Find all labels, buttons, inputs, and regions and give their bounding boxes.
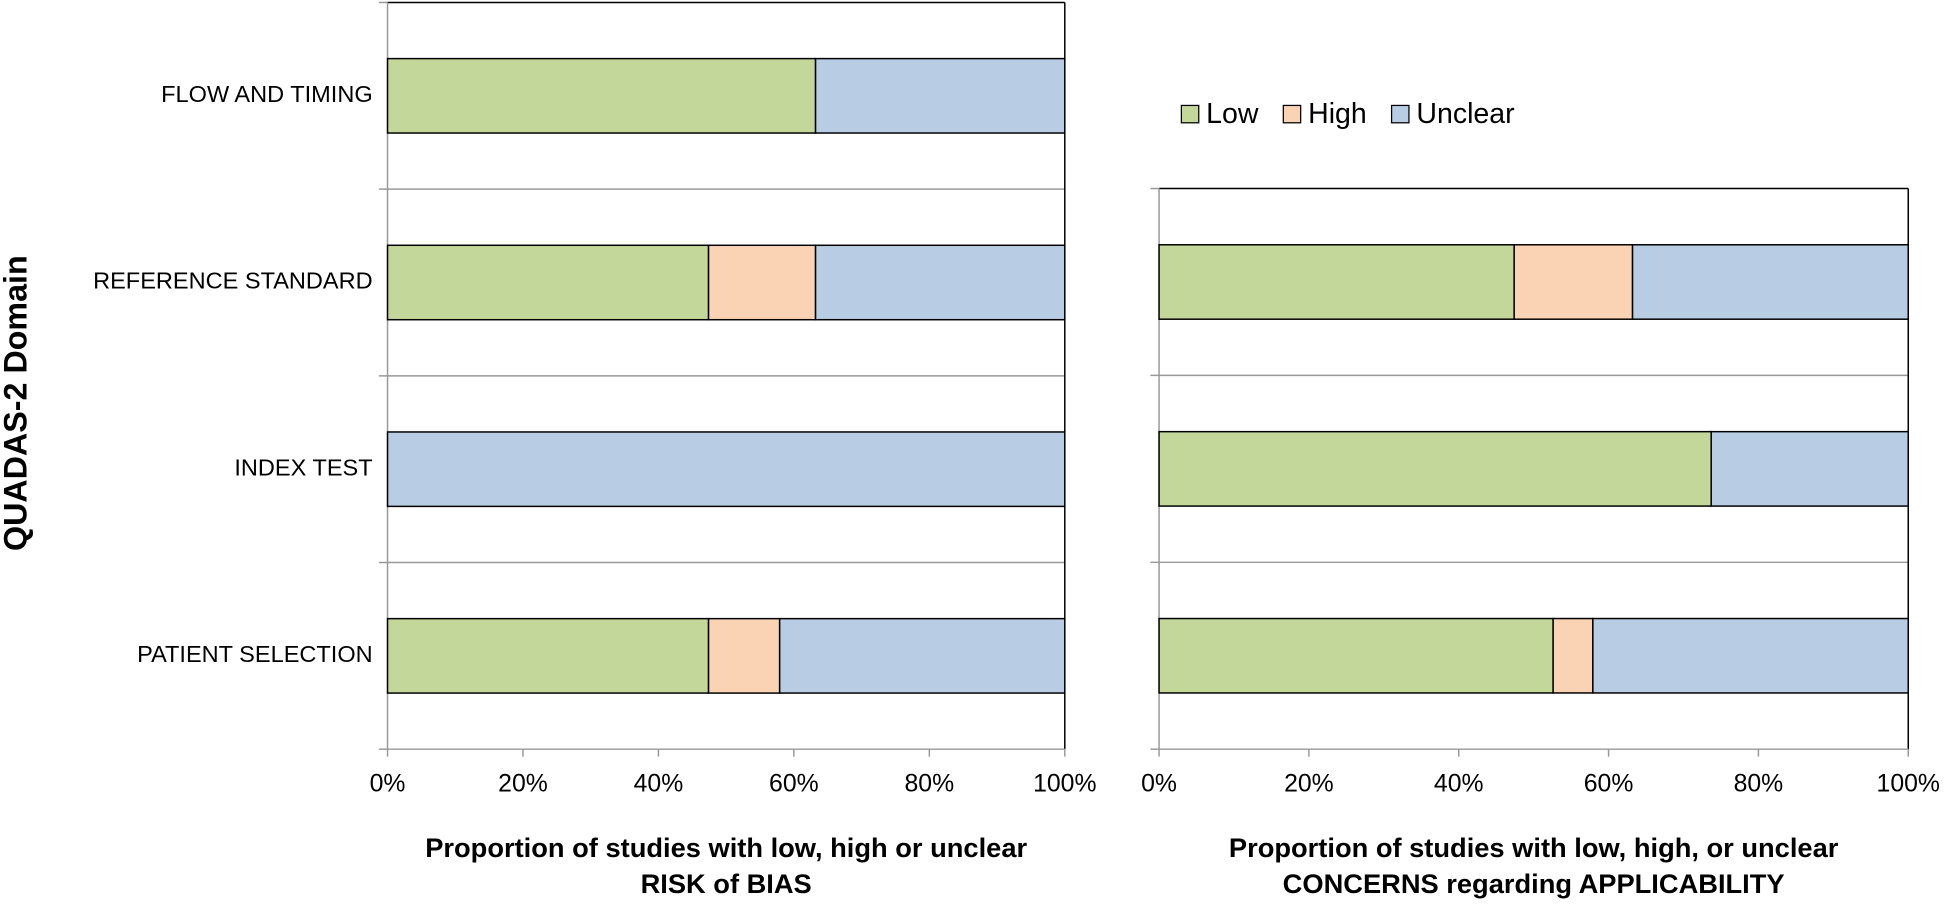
- bar-segment: [1158, 617, 1554, 694]
- bar-segment: [386, 57, 817, 134]
- bar-segment: [1710, 430, 1909, 507]
- bar-segment: [707, 617, 781, 694]
- x-tick-label: 80%: [905, 771, 955, 798]
- x-tick-label: 80%: [1734, 771, 1784, 798]
- legend-swatch: [1282, 104, 1302, 124]
- bar-segment: [1631, 244, 1909, 320]
- legend-label: High: [1308, 98, 1367, 130]
- x-tick-label: 60%: [1584, 771, 1634, 798]
- x-tick-label: 20%: [1284, 771, 1334, 798]
- x-tick-label: 0%: [1141, 771, 1177, 798]
- legend-swatch: [1180, 104, 1200, 124]
- bar-segment: [1513, 244, 1634, 320]
- bar-segment: [1552, 617, 1594, 694]
- x-tick-label: 100%: [1877, 771, 1940, 798]
- x-tick-label: 20%: [498, 771, 548, 798]
- legend-label: Low: [1206, 98, 1259, 130]
- x-tick-label: 0%: [370, 771, 406, 798]
- bar-segment: [1592, 617, 1909, 694]
- category-label: FLOW AND TIMING: [161, 81, 372, 107]
- bar-segment: [386, 244, 710, 321]
- y-axis-label: QUADAS-2 Domain: [0, 255, 33, 551]
- x-axis-label: Proportion of studies with low, high or …: [425, 832, 1027, 863]
- x-axis-label: RISK of BIAS: [641, 868, 812, 899]
- bar-segment: [707, 244, 817, 321]
- legend-label: Unclear: [1416, 98, 1515, 130]
- legend-swatch: [1390, 104, 1410, 124]
- x-tick-label: 40%: [1434, 771, 1484, 798]
- x-tick-label: 60%: [769, 771, 819, 798]
- category-label: REFERENCE STANDARD: [93, 268, 373, 294]
- x-tick-label: 100%: [1033, 771, 1096, 798]
- category-label: INDEX TEST: [234, 454, 372, 480]
- bar-segment: [814, 57, 1066, 134]
- category-label: PATIENT SELECTION: [137, 641, 373, 667]
- bar-segment: [1158, 244, 1515, 320]
- bar-segment: [386, 617, 710, 694]
- x-axis-label: CONCERNS regarding APPLICABILITY: [1283, 868, 1785, 899]
- bar-segment: [1158, 430, 1712, 507]
- bar-segment: [778, 617, 1066, 694]
- x-tick-label: 40%: [634, 771, 684, 798]
- bar-segment: [386, 431, 1066, 508]
- bar-segment: [814, 244, 1066, 321]
- x-axis-label: Proportion of studies with low, high, or…: [1229, 832, 1839, 863]
